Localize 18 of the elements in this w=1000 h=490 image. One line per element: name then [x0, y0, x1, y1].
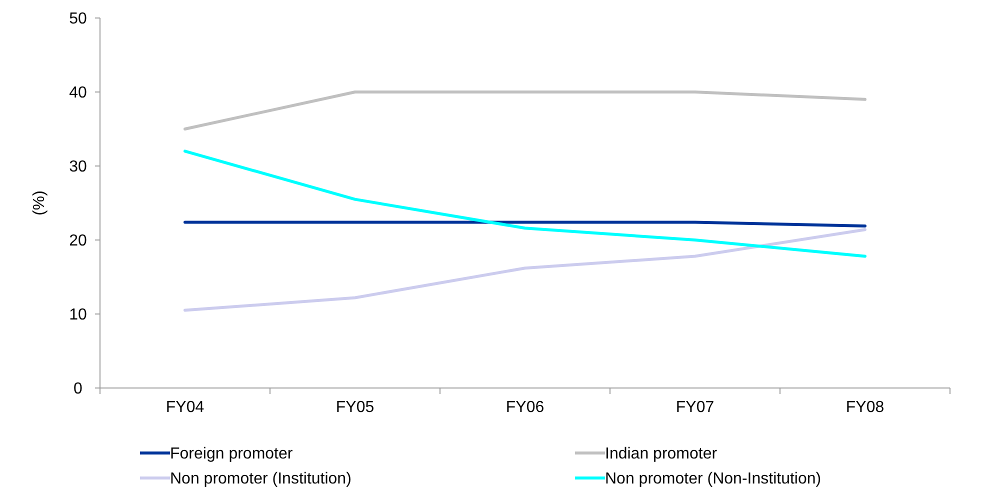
y-tick-label: 10	[69, 306, 87, 324]
legend-label: Indian promoter	[605, 446, 718, 463]
y-axis-title: (%)	[31, 190, 48, 216]
y-tick-label: 30	[69, 158, 87, 176]
x-tick-label: FY05	[336, 399, 374, 416]
y-tick-label: 40	[69, 84, 87, 102]
y-tick-label: 20	[69, 232, 87, 250]
x-tick-label: FY07	[676, 399, 714, 416]
line-series	[184, 150, 866, 258]
legend-label: Non promoter (Institution)	[170, 470, 352, 488]
y-tick-label: 50	[69, 10, 87, 28]
x-tick-label: FY06	[506, 399, 544, 416]
x-tick-label: FY08	[846, 399, 884, 416]
line-series	[184, 228, 866, 312]
legend-label: Non promoter (Non-Institution)	[605, 470, 822, 488]
legend-label: Foreign promoter	[170, 446, 294, 463]
y-tick-label: 0	[74, 380, 83, 398]
x-tick-label: FY04	[166, 399, 204, 416]
